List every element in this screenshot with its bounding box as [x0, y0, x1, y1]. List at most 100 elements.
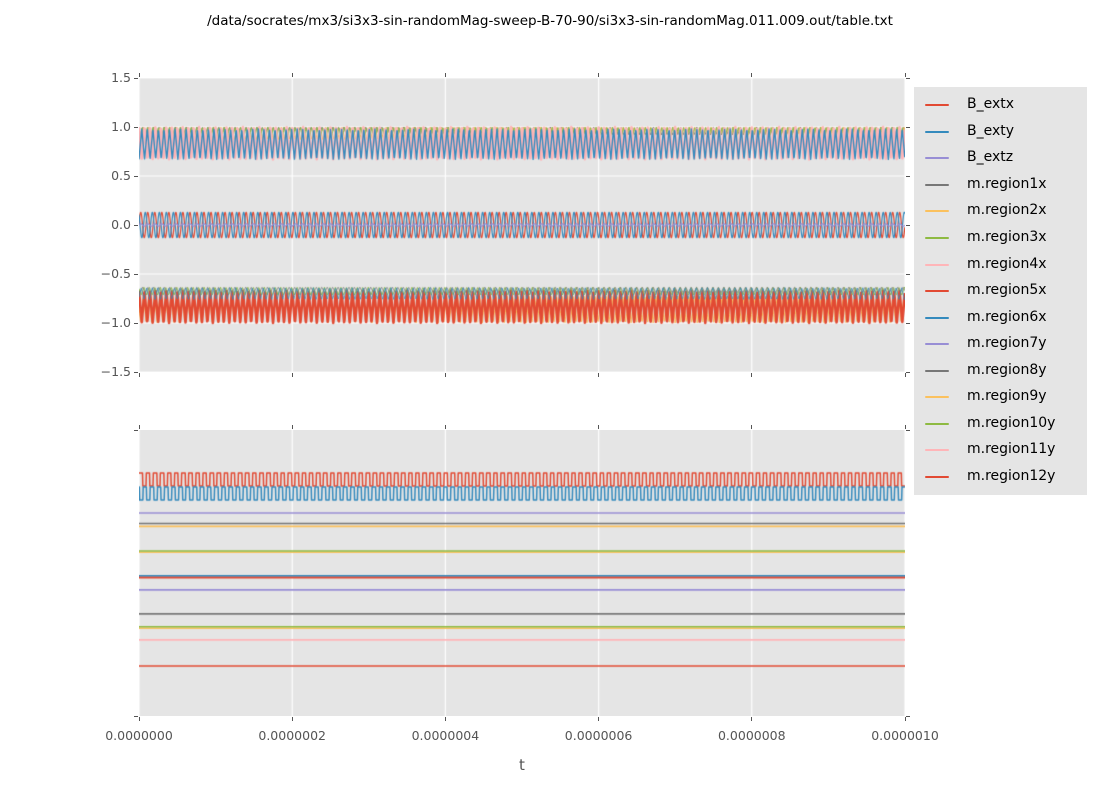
- tick-mark: [906, 322, 910, 324]
- legend-label: m.region2x: [967, 202, 1047, 219]
- tick-mark: [598, 717, 600, 721]
- legend-item: B_exty: [914, 119, 1087, 146]
- tick-mark: [906, 715, 910, 717]
- legend-item: m.region11y: [914, 437, 1087, 464]
- legend-label: B_extx: [967, 96, 1015, 113]
- legend-swatch-line: [925, 210, 949, 213]
- legend-item: B_extx: [914, 92, 1087, 119]
- tick-mark: [904, 425, 906, 429]
- y-tick-label: 1.0: [111, 119, 131, 134]
- tick-mark: [751, 425, 753, 429]
- y-tick-label: −1.0: [100, 315, 131, 330]
- legend-label: m.region6x: [967, 308, 1047, 325]
- y-tick-label: 1.5: [111, 70, 131, 85]
- legend-item: m.region3x: [914, 225, 1087, 252]
- x-tick-label: 0.0000004: [411, 728, 480, 743]
- legend-swatch-line: [925, 130, 949, 133]
- tick-mark: [134, 322, 138, 324]
- tick-mark: [751, 373, 753, 377]
- legend-swatch-line: [925, 104, 949, 107]
- legend-item: m.region10y: [914, 411, 1087, 438]
- tick-mark: [444, 425, 446, 429]
- legend-item: m.region4x: [914, 251, 1087, 278]
- tick-mark: [906, 224, 910, 226]
- legend-label: m.region8y: [967, 361, 1047, 378]
- figure-title: /data/socrates/mx3/si3x3-sin-randomMag-s…: [207, 13, 893, 29]
- tick-mark: [138, 425, 140, 429]
- x-tick-label: 0.0000010: [871, 728, 939, 743]
- tick-mark: [444, 717, 446, 721]
- legend-item: m.region1x: [914, 172, 1087, 199]
- tick-mark: [751, 73, 753, 77]
- tick-mark: [906, 77, 910, 79]
- tick-mark: [291, 425, 293, 429]
- x-tick-label: 0.0000002: [258, 728, 326, 743]
- legend-item: m.region5x: [914, 278, 1087, 305]
- legend-label: m.region9y: [967, 388, 1047, 405]
- x-tick-label: 0.0000000: [105, 728, 173, 743]
- tick-mark: [134, 429, 138, 431]
- legend-label: m.region4x: [967, 255, 1047, 272]
- tick-mark: [291, 717, 293, 721]
- tick-mark: [138, 73, 140, 77]
- tick-mark: [598, 73, 600, 77]
- tick-mark: [291, 73, 293, 77]
- legend-swatch-line: [925, 316, 949, 319]
- tick-mark: [906, 371, 910, 373]
- y-tick-label: 0.0: [111, 217, 131, 232]
- legend-label: m.region3x: [967, 229, 1047, 246]
- legend-item: m.region12y: [914, 464, 1087, 491]
- x-tick-label: 0.0000006: [564, 728, 633, 743]
- tick-mark: [906, 175, 910, 177]
- legend-item: m.region7y: [914, 331, 1087, 358]
- legend-box: B_extx B_exty B_extz m.region1x m.region2x m.…: [914, 87, 1087, 496]
- tick-mark: [906, 273, 910, 275]
- y-tick-label: 0.5: [111, 168, 131, 183]
- legend-label: m.region5x: [967, 282, 1047, 299]
- tick-mark: [444, 373, 446, 377]
- legend-swatch-line: [925, 290, 949, 293]
- tick-mark: [904, 73, 906, 77]
- legend-swatch-line: [925, 369, 949, 372]
- legend-item: m.region2x: [914, 198, 1087, 225]
- legend-label: m.region7y: [967, 335, 1047, 352]
- tick-mark: [134, 715, 138, 717]
- tick-mark: [598, 425, 600, 429]
- legend-item: m.region8y: [914, 358, 1087, 385]
- tick-mark: [598, 373, 600, 377]
- tick-mark: [444, 73, 446, 77]
- tick-mark: [134, 273, 138, 275]
- legend-swatch-line: [925, 237, 949, 240]
- top-plot-canvas: [139, 78, 905, 372]
- tick-mark: [134, 175, 138, 177]
- legend-swatch-line: [925, 263, 949, 266]
- legend-swatch-line: [925, 157, 949, 160]
- legend-swatch-line: [925, 449, 949, 452]
- tick-mark: [291, 373, 293, 377]
- legend-label: m.region11y: [967, 441, 1056, 458]
- legend-swatch-line: [925, 422, 949, 425]
- legend-item: m.region6x: [914, 304, 1087, 331]
- legend-label: m.region1x: [967, 175, 1047, 192]
- tick-mark: [134, 371, 138, 373]
- legend-label: B_extz: [967, 149, 1014, 166]
- x-tick-label: 0.0000008: [717, 728, 786, 743]
- tick-mark: [138, 373, 140, 377]
- legend-label: m.region10y: [967, 414, 1056, 431]
- x-axis-label: t: [519, 756, 525, 774]
- tick-mark: [138, 717, 140, 721]
- tick-mark: [906, 429, 910, 431]
- legend-swatch-line: [925, 475, 949, 478]
- tick-mark: [904, 373, 906, 377]
- tick-mark: [134, 224, 138, 226]
- bottom-plot-canvas: [139, 430, 905, 716]
- tick-mark: [904, 717, 906, 721]
- tick-mark: [751, 717, 753, 721]
- legend-swatch-line: [925, 183, 949, 186]
- legend-label: B_exty: [967, 122, 1015, 139]
- tick-mark: [134, 126, 138, 128]
- legend-label: m.region12y: [967, 467, 1056, 484]
- tick-mark: [906, 126, 910, 128]
- tick-mark: [134, 77, 138, 79]
